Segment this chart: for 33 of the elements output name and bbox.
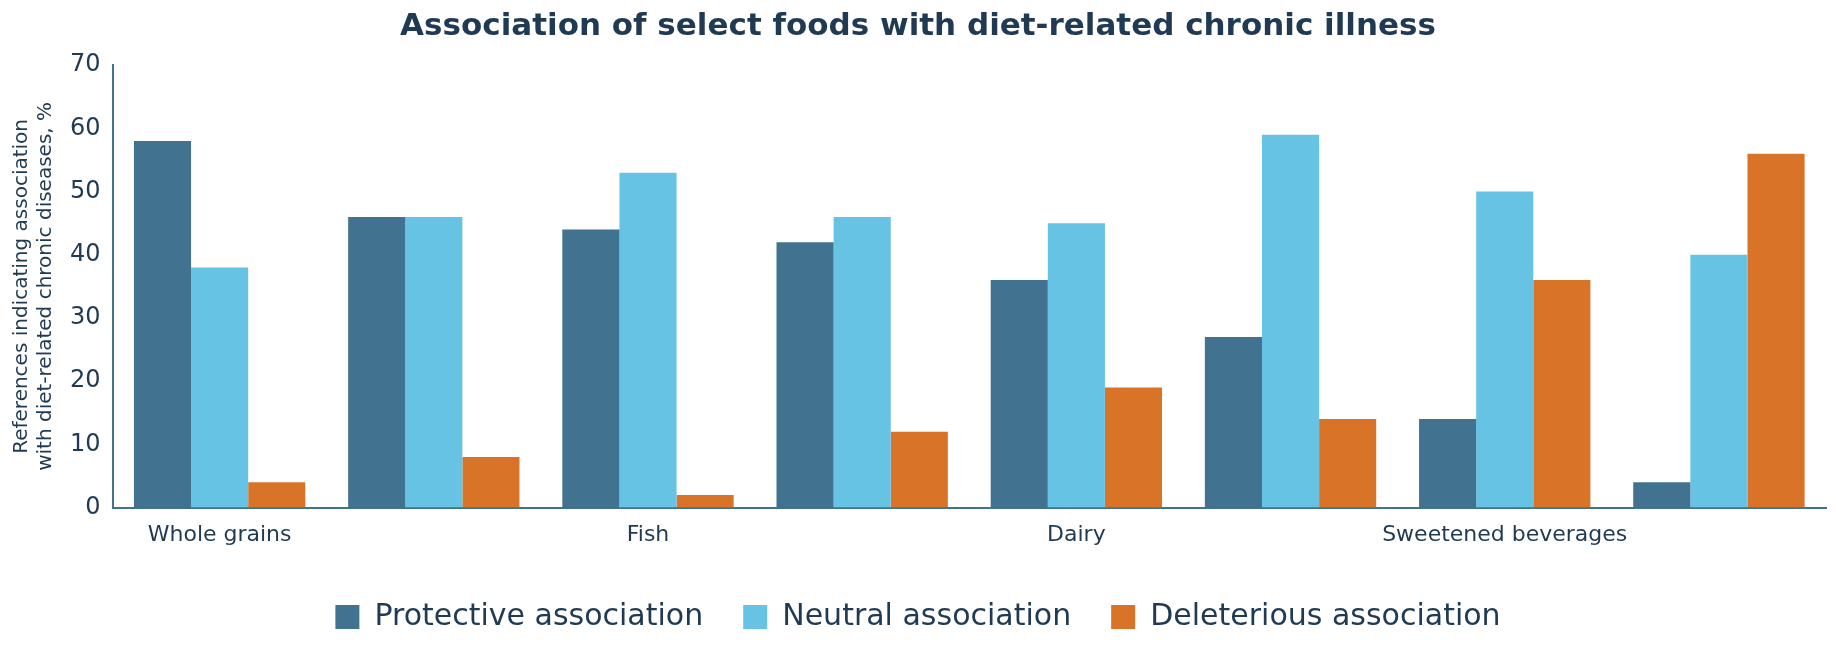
bar (890, 431, 948, 508)
chart-title: Association of select foods with diet-related chronic illness (400, 5, 1436, 42)
y-tick-label: 40 (69, 239, 101, 268)
x-tick-label: Fish (626, 520, 670, 546)
y-tick-label: 10 (69, 428, 101, 457)
y-tick-label: 50 (69, 175, 101, 204)
bar (1533, 280, 1591, 508)
y-tick-label: 30 (69, 302, 101, 331)
y-tick-label: 60 (69, 112, 101, 141)
bar (676, 494, 734, 508)
bar (1104, 387, 1163, 508)
x-tick-label: Dairy (1047, 520, 1106, 546)
y-tick-label: 0 (85, 491, 101, 520)
bar (1319, 419, 1377, 508)
bar (1261, 134, 1320, 508)
bar (462, 457, 520, 508)
x-tick-label: Sweetened beverages (1382, 520, 1628, 546)
y-tick-label: 70 (69, 49, 101, 78)
x-tick-label: Whole grains (147, 520, 292, 546)
bar (1690, 254, 1748, 508)
bar (1747, 153, 1805, 508)
bar (191, 267, 249, 508)
bar (619, 172, 677, 508)
bar (833, 216, 891, 508)
bar (1047, 223, 1105, 508)
bar (1476, 191, 1534, 508)
legend-label: Neutral association (782, 596, 1072, 632)
y-axis-title: References indicating association with diet-related chronic diseases, % (8, 101, 57, 471)
legend-label: Deleterious association (1150, 596, 1501, 632)
legend-label: Protective association (374, 596, 704, 632)
y-tick-label: 20 (69, 365, 101, 394)
bar (248, 482, 306, 508)
bar (405, 216, 463, 508)
